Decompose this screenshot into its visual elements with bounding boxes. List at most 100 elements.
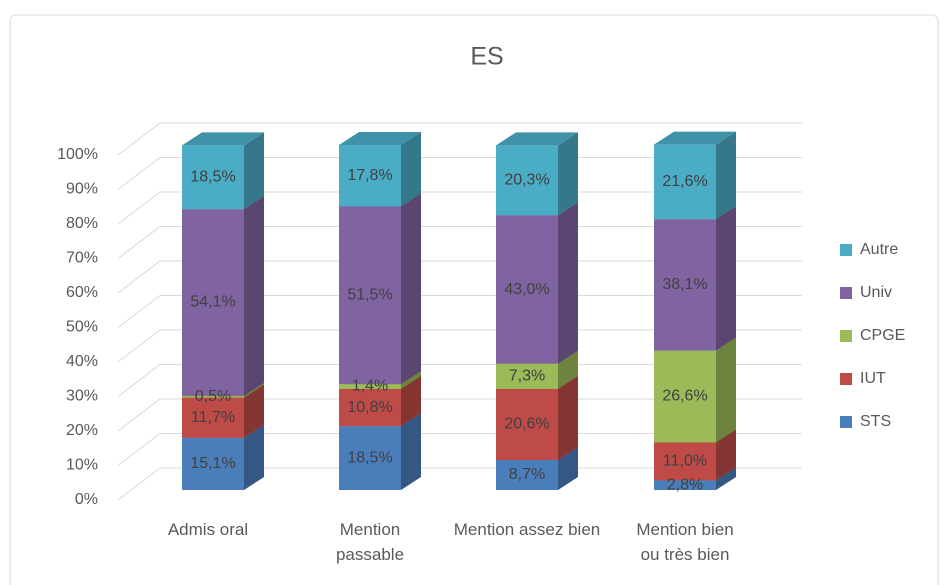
bar — [496, 215, 558, 364]
data-label: 18,5% — [347, 449, 392, 466]
x-tick-label: Mention assez bien — [453, 520, 601, 539]
bar — [496, 459, 558, 490]
grid-line — [117, 157, 802, 190]
y-tick-label: 90% — [66, 181, 98, 198]
data-label: 21,6% — [662, 173, 707, 190]
bar-side — [558, 446, 578, 490]
bar-side — [716, 429, 736, 481]
bar-side — [401, 132, 421, 207]
bar — [182, 209, 244, 396]
legend-swatch — [840, 416, 852, 428]
bar — [496, 388, 558, 460]
bar — [654, 480, 716, 490]
legend-label: IUT — [860, 370, 886, 387]
grid-line — [117, 122, 802, 156]
bar — [654, 350, 716, 443]
bar — [339, 426, 401, 490]
bar-side — [716, 206, 736, 351]
grid-line — [117, 398, 802, 432]
bar — [496, 363, 558, 389]
bar — [182, 145, 244, 210]
grid-line — [117, 467, 802, 501]
bar — [339, 388, 401, 427]
data-label: 20,3% — [504, 172, 549, 189]
bar-top — [654, 131, 736, 145]
data-label: 18,5% — [190, 168, 235, 185]
bar-side — [244, 424, 264, 490]
bar-side — [716, 131, 736, 220]
bar-side — [558, 350, 578, 389]
y-tick-label: 0% — [75, 491, 98, 508]
bar — [182, 437, 244, 490]
bar — [496, 145, 558, 216]
y-tick-label: 10% — [66, 457, 98, 474]
data-label: 17,8% — [347, 167, 392, 184]
legend-label: CPGE — [860, 327, 905, 344]
grid-line — [117, 260, 802, 294]
y-tick-label: 50% — [66, 319, 98, 336]
bar-side — [244, 196, 264, 396]
bar — [339, 206, 401, 385]
data-label: 7,3% — [509, 368, 545, 385]
y-tick-label: 70% — [66, 250, 98, 267]
data-label: 51,5% — [347, 286, 392, 303]
data-label: 43,0% — [504, 281, 549, 298]
bar-side — [558, 375, 578, 460]
bar-top — [496, 132, 578, 146]
y-tick-label: 30% — [66, 388, 98, 405]
bar — [182, 397, 244, 438]
data-label: 20,6% — [504, 416, 549, 433]
bar — [654, 219, 716, 351]
grid-line — [117, 226, 802, 259]
bar-side — [401, 413, 421, 490]
legend-swatch — [840, 330, 852, 342]
x-tick-label: Admis oral — [167, 520, 249, 539]
bar — [182, 395, 244, 398]
y-tick-label: 80% — [66, 215, 98, 232]
bar-side — [244, 382, 264, 398]
data-label: 1,4% — [352, 378, 388, 395]
chart-border — [9, 14, 939, 585]
grid-line — [117, 329, 802, 363]
grid-line — [117, 295, 802, 328]
grid-line — [117, 433, 802, 466]
chart-title: ES — [470, 43, 503, 71]
data-label: 8,7% — [509, 466, 545, 483]
bar-side — [401, 193, 421, 385]
x-tick-label: Mention bien ou très bien — [636, 520, 734, 564]
data-label: 54,1% — [190, 294, 235, 311]
data-label: 38,1% — [662, 276, 707, 293]
data-label: 11,0% — [663, 453, 707, 470]
grid-line — [117, 191, 802, 225]
legend-swatch — [840, 244, 852, 256]
legend-label: STS — [860, 413, 891, 430]
bar — [654, 144, 716, 220]
bar-side — [716, 467, 736, 490]
y-tick-label: 60% — [66, 284, 98, 301]
bar-side — [244, 384, 264, 438]
bar-side — [716, 337, 736, 443]
data-label: 26,6% — [662, 388, 707, 405]
y-tick-label: 100% — [57, 146, 98, 163]
bar-side — [558, 202, 578, 364]
bar — [654, 442, 716, 481]
legend-swatch — [840, 373, 852, 385]
data-label: 2,8% — [667, 476, 703, 493]
data-label: 0,5% — [195, 388, 231, 405]
bar-side — [401, 371, 421, 389]
bar-top — [339, 132, 421, 145]
bar-side — [558, 132, 578, 216]
data-label: 15,1% — [190, 455, 235, 472]
bar — [339, 384, 401, 389]
bar — [339, 145, 401, 207]
x-tick-label: Mention passable — [335, 520, 405, 564]
bar-side — [244, 132, 264, 210]
y-tick-label: 20% — [66, 422, 98, 439]
data-label: 10,8% — [347, 399, 392, 416]
bar-side — [401, 375, 421, 427]
legend-label: Autre — [860, 241, 898, 258]
legend-swatch — [840, 287, 852, 299]
bar-top — [182, 132, 264, 146]
